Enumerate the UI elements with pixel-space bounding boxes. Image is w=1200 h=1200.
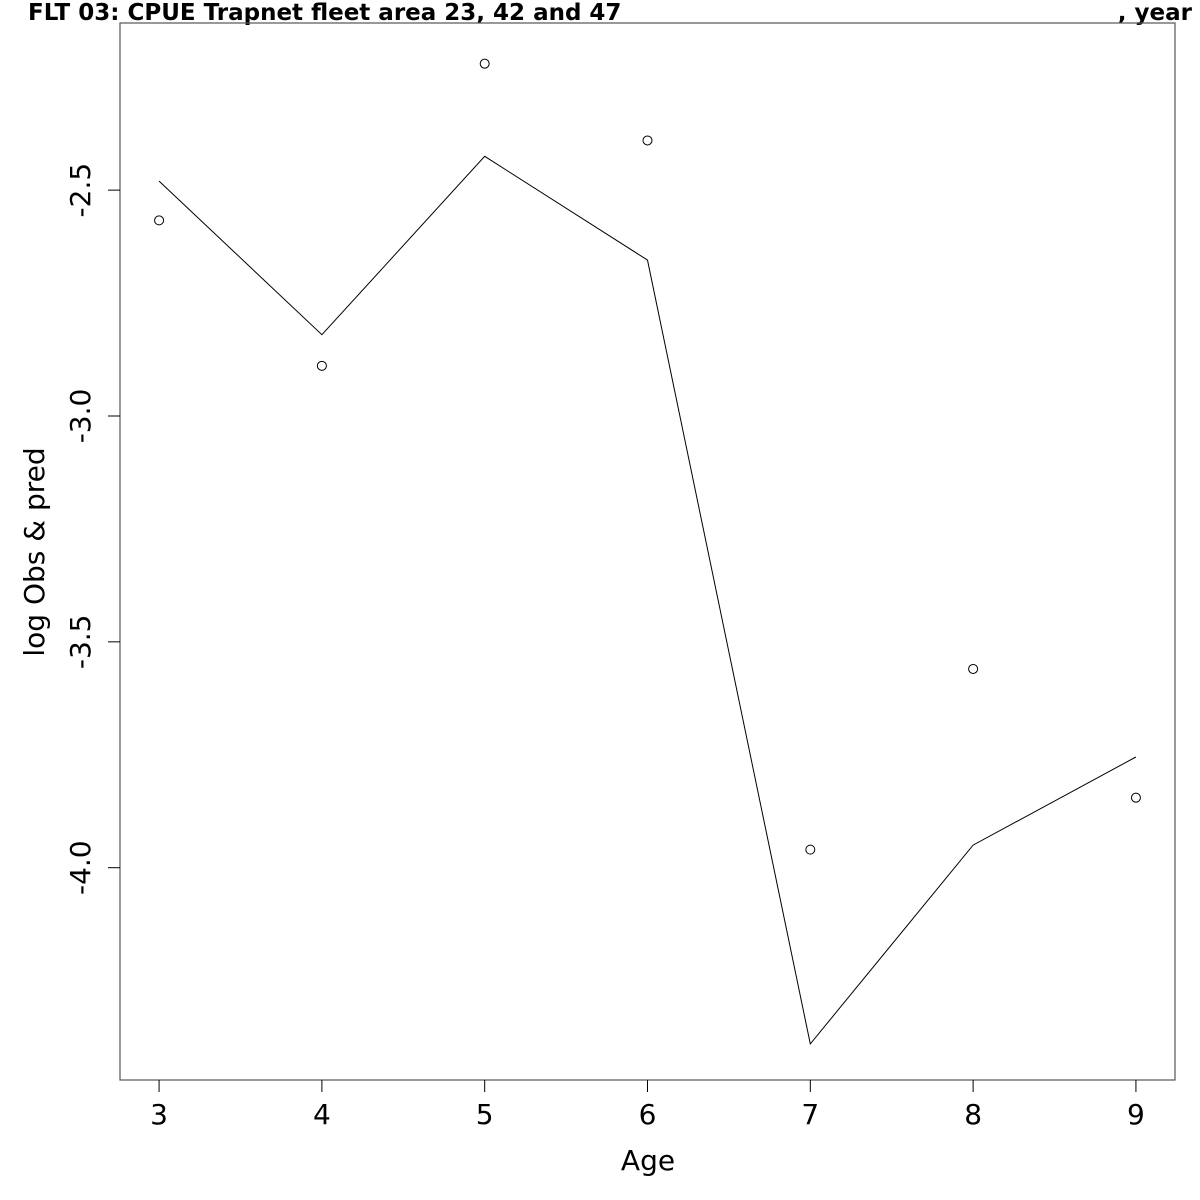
y-tick-label: -4.0 bbox=[64, 840, 97, 895]
plot-frame bbox=[119, 22, 1176, 1081]
observed-point bbox=[968, 663, 979, 674]
y-tick-label: -3.0 bbox=[64, 389, 97, 444]
x-tick-label: 5 bbox=[476, 1098, 494, 1131]
x-tick-label: 6 bbox=[639, 1098, 657, 1131]
series-predicted-line bbox=[158, 155, 1137, 1046]
x-tick-label: 4 bbox=[313, 1098, 331, 1131]
x-tick-label: 7 bbox=[801, 1098, 819, 1131]
observed-point bbox=[1130, 792, 1141, 803]
y-tick-label: -2.5 bbox=[64, 163, 97, 218]
x-axis-label: Age bbox=[621, 1144, 675, 1177]
observed-point bbox=[642, 135, 653, 146]
y-axis: -2.5 -3.0 -3.5 -4.0 bbox=[64, 163, 120, 895]
y-tick-label: -3.5 bbox=[64, 615, 97, 670]
x-tick-label: 3 bbox=[150, 1098, 168, 1131]
series-observed-points bbox=[154, 58, 1141, 855]
observed-point bbox=[154, 215, 165, 226]
observed-point bbox=[805, 844, 816, 855]
chart-title-suffix: , year bbox=[1118, 0, 1193, 26]
x-axis: 3 4 5 6 7 8 9 bbox=[150, 1080, 1145, 1131]
x-tick-label: 9 bbox=[1127, 1098, 1145, 1131]
observed-point bbox=[479, 58, 490, 69]
chart-title: FLT 03: CPUE Trapnet fleet area 23, 42 a… bbox=[28, 0, 621, 26]
y-axis-label: log Obs & pred bbox=[18, 447, 51, 656]
x-tick-label: 8 bbox=[964, 1098, 982, 1131]
observed-point bbox=[316, 360, 327, 371]
